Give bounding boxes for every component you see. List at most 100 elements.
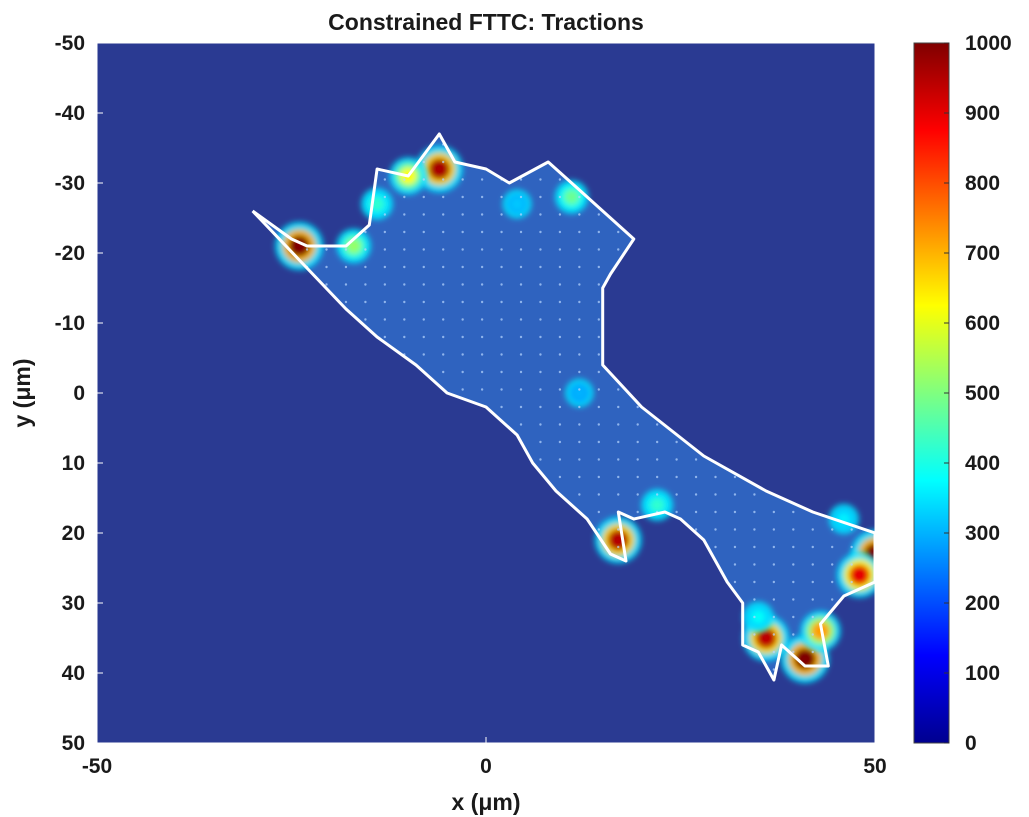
grid-dot: [364, 283, 367, 286]
grid-dot: [772, 528, 776, 531]
grid-dot: [636, 510, 639, 514]
grid-dot: [461, 388, 464, 391]
grid-dot: [597, 283, 601, 286]
grid-dot: [733, 493, 737, 496]
grid-dot: [811, 650, 814, 654]
grid-dot: [617, 440, 620, 444]
grid-dot: [558, 248, 562, 251]
grid-dot: [753, 493, 756, 496]
grid-dot: [461, 353, 464, 356]
grid-dot: [364, 230, 367, 234]
y-tick-label: 50: [62, 732, 85, 755]
grid-dot: [539, 178, 542, 181]
y-tick-label: -50: [55, 32, 85, 55]
grid-dot: [403, 230, 406, 234]
grid-dot: [617, 528, 620, 531]
grid-dot: [480, 213, 484, 216]
grid-dot: [403, 265, 406, 269]
grid-dot: [811, 615, 814, 619]
grid-dot: [442, 318, 445, 321]
grid-dot: [558, 178, 562, 181]
grid-dot: [325, 283, 328, 286]
grid-dot: [558, 405, 562, 409]
colorbar-tick-label: 100: [965, 662, 1000, 685]
grid-dot: [480, 178, 484, 181]
y-tick-label: 40: [62, 662, 85, 685]
grid-dot: [442, 195, 445, 199]
grid-dot: [461, 318, 464, 321]
grid-dot: [636, 423, 639, 426]
grid-dot: [772, 615, 776, 619]
grid-dot: [597, 230, 601, 234]
grid-dot: [558, 423, 562, 426]
grid-dot: [597, 318, 601, 321]
grid-dot: [422, 248, 425, 251]
grid-dot: [442, 335, 445, 339]
colorbar-tick-label: 900: [965, 102, 1000, 125]
y-tick-label: -30: [55, 172, 85, 195]
grid-dot: [461, 195, 464, 199]
grid-dot: [617, 475, 620, 479]
grid-dot: [383, 230, 387, 234]
y-tick-label: -20: [55, 242, 85, 265]
y-tick-label: -40: [55, 102, 85, 125]
grid-dot: [753, 598, 756, 601]
traction-hotspot: [361, 188, 393, 220]
x-tick-label: 50: [863, 755, 886, 778]
grid-dot: [694, 493, 698, 496]
grid-dot: [519, 370, 523, 374]
grid-dot: [772, 510, 776, 514]
grid-dot: [578, 440, 581, 444]
grid-dot: [519, 283, 523, 286]
x-tick-label: -50: [82, 755, 112, 778]
grid-dot: [811, 580, 814, 584]
grid-dot: [597, 370, 601, 374]
grid-dot: [442, 248, 445, 251]
grid-dot: [344, 283, 348, 286]
grid-dot: [500, 283, 503, 286]
grid-dot: [578, 230, 581, 234]
grid-dot: [519, 265, 523, 269]
colorbar-tick-label: 300: [965, 522, 1000, 545]
grid-dot: [714, 528, 717, 531]
grid-dot: [325, 248, 328, 251]
grid-dot: [772, 598, 776, 601]
grid-dot: [500, 318, 503, 321]
grid-dot: [617, 388, 620, 391]
grid-dot: [519, 353, 523, 356]
grid-dot: [811, 545, 814, 549]
grid-dot: [733, 580, 737, 584]
grid-dot: [519, 213, 523, 216]
grid-dot: [383, 283, 387, 286]
grid-dot: [558, 300, 562, 304]
grid-dot: [811, 598, 814, 601]
grid-dot: [597, 458, 601, 461]
grid-dot: [558, 388, 562, 391]
traction-hotspot: [502, 189, 532, 219]
grid-dot: [539, 440, 542, 444]
grid-dot: [403, 178, 406, 181]
grid-dot: [597, 475, 601, 479]
x-axis-ticks: -50 0 50: [82, 737, 887, 778]
cell-outline: [251, 132, 875, 682]
grid-dot: [617, 230, 620, 234]
grid-dot: [792, 633, 795, 636]
grid-dot: [442, 178, 445, 181]
grid-dot: [558, 353, 562, 356]
grid-dot: [461, 248, 464, 251]
grid-dot: [831, 598, 834, 601]
grid-dot: [422, 160, 425, 164]
grid-dot: [733, 545, 737, 549]
grid-dot: [480, 300, 484, 304]
grid-dot: [480, 248, 484, 251]
colorbar-tick-label: 500: [965, 382, 1000, 405]
grid-dot: [811, 633, 814, 636]
y-tick-label: 30: [62, 592, 85, 615]
y-tick-label: 20: [62, 522, 85, 545]
grid-dot: [403, 318, 406, 321]
grid-dot: [539, 353, 542, 356]
grid-dot: [636, 475, 639, 479]
grid-dot: [617, 458, 620, 461]
plot-area: [97, 43, 875, 743]
